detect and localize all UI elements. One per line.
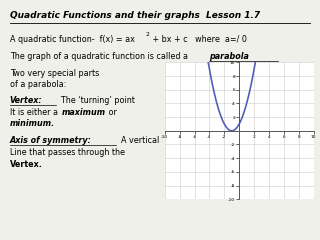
Text: + bx + c   where  a=/ 0: + bx + c where a=/ 0 [150,35,247,44]
Text: of a parabola:: of a parabola: [10,80,66,89]
Text: minimum.: minimum. [10,119,55,128]
Text: Vertex.: Vertex. [10,160,43,169]
Text: parabola: parabola [209,52,249,61]
Text: Line that passes through the: Line that passes through the [10,148,124,157]
Text: or: or [106,108,116,116]
Text: It is either a: It is either a [10,108,60,116]
Text: The graph of a quadratic function is called a: The graph of a quadratic function is cal… [10,52,195,61]
Text: 2: 2 [146,32,150,37]
Text: Lesson 1.7: Lesson 1.7 [181,11,260,20]
Text: Vertex:: Vertex: [10,96,42,105]
Text: A vertical: A vertical [116,136,159,145]
Text: Two very special parts: Two very special parts [10,69,99,78]
Text: Axis of symmetry:: Axis of symmetry: [10,136,92,145]
Text: Quadratic Functions and their graphs: Quadratic Functions and their graphs [10,11,199,20]
Text: maximum: maximum [62,108,106,116]
Text: The ‘turning’ point: The ‘turning’ point [56,96,135,105]
Text: A quadratic function-  f(x) = ax: A quadratic function- f(x) = ax [10,35,134,44]
